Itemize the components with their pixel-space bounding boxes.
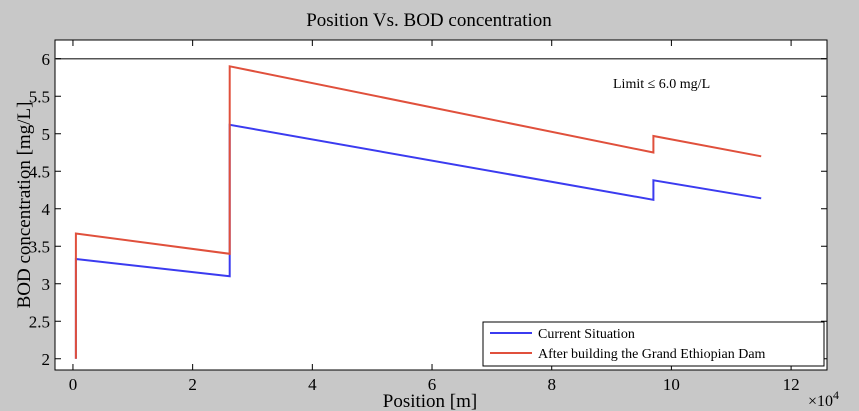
legend-label-current-situation: Current Situation	[538, 327, 635, 342]
x-tick-label: 8	[547, 375, 556, 394]
x-axis-ticks: 0 2 4 6 8 10 12	[69, 40, 800, 394]
x-tick-label: 6	[428, 375, 437, 394]
x-tick-label: 4	[308, 375, 317, 394]
plot-area	[54, 39, 828, 371]
limit-annotation: Limit ≤ 6.0 mg/L	[613, 77, 710, 92]
chart-title: Position Vs. BOD concentration	[306, 10, 552, 31]
y-tick-label: 5.5	[29, 87, 50, 106]
legend-label-after-dam: After building the Grand Ethiopian Dam	[538, 347, 766, 362]
y-axis-ticks: 2 2.5 3 3.5 4 4.5 5 5.5 6	[29, 50, 827, 369]
y-tick-label: 3	[42, 275, 51, 294]
series-lines	[74, 65, 762, 359]
legend-box	[482, 321, 825, 367]
y-axis-label: BOD concentration [mg/L]	[14, 102, 35, 309]
x-tick-label: 0	[69, 375, 78, 394]
x-tick-label: 12	[783, 375, 800, 394]
y-tick-label: 3.5	[29, 237, 50, 256]
y-tick-label: 2	[42, 350, 51, 369]
x-axis-multiplier-exponent: 4	[833, 388, 839, 402]
x-axis-label: Position [m]	[383, 391, 477, 411]
y-tick-label: 5	[42, 125, 51, 144]
x-tick-label: 2	[188, 375, 197, 394]
x-axis-multiplier-base: ×10	[808, 393, 833, 410]
legend: Current Situation After building the Gra…	[482, 321, 825, 367]
y-tick-label: 2.5	[29, 312, 50, 331]
y-tick-label: 6	[42, 50, 51, 69]
series-line-after-dam	[74, 65, 762, 359]
x-axis-multiplier: ×104	[808, 388, 839, 410]
y-tick-label: 4.5	[29, 162, 50, 181]
y-tick-label: 4	[42, 200, 51, 219]
x-tick-label: 10	[663, 375, 680, 394]
